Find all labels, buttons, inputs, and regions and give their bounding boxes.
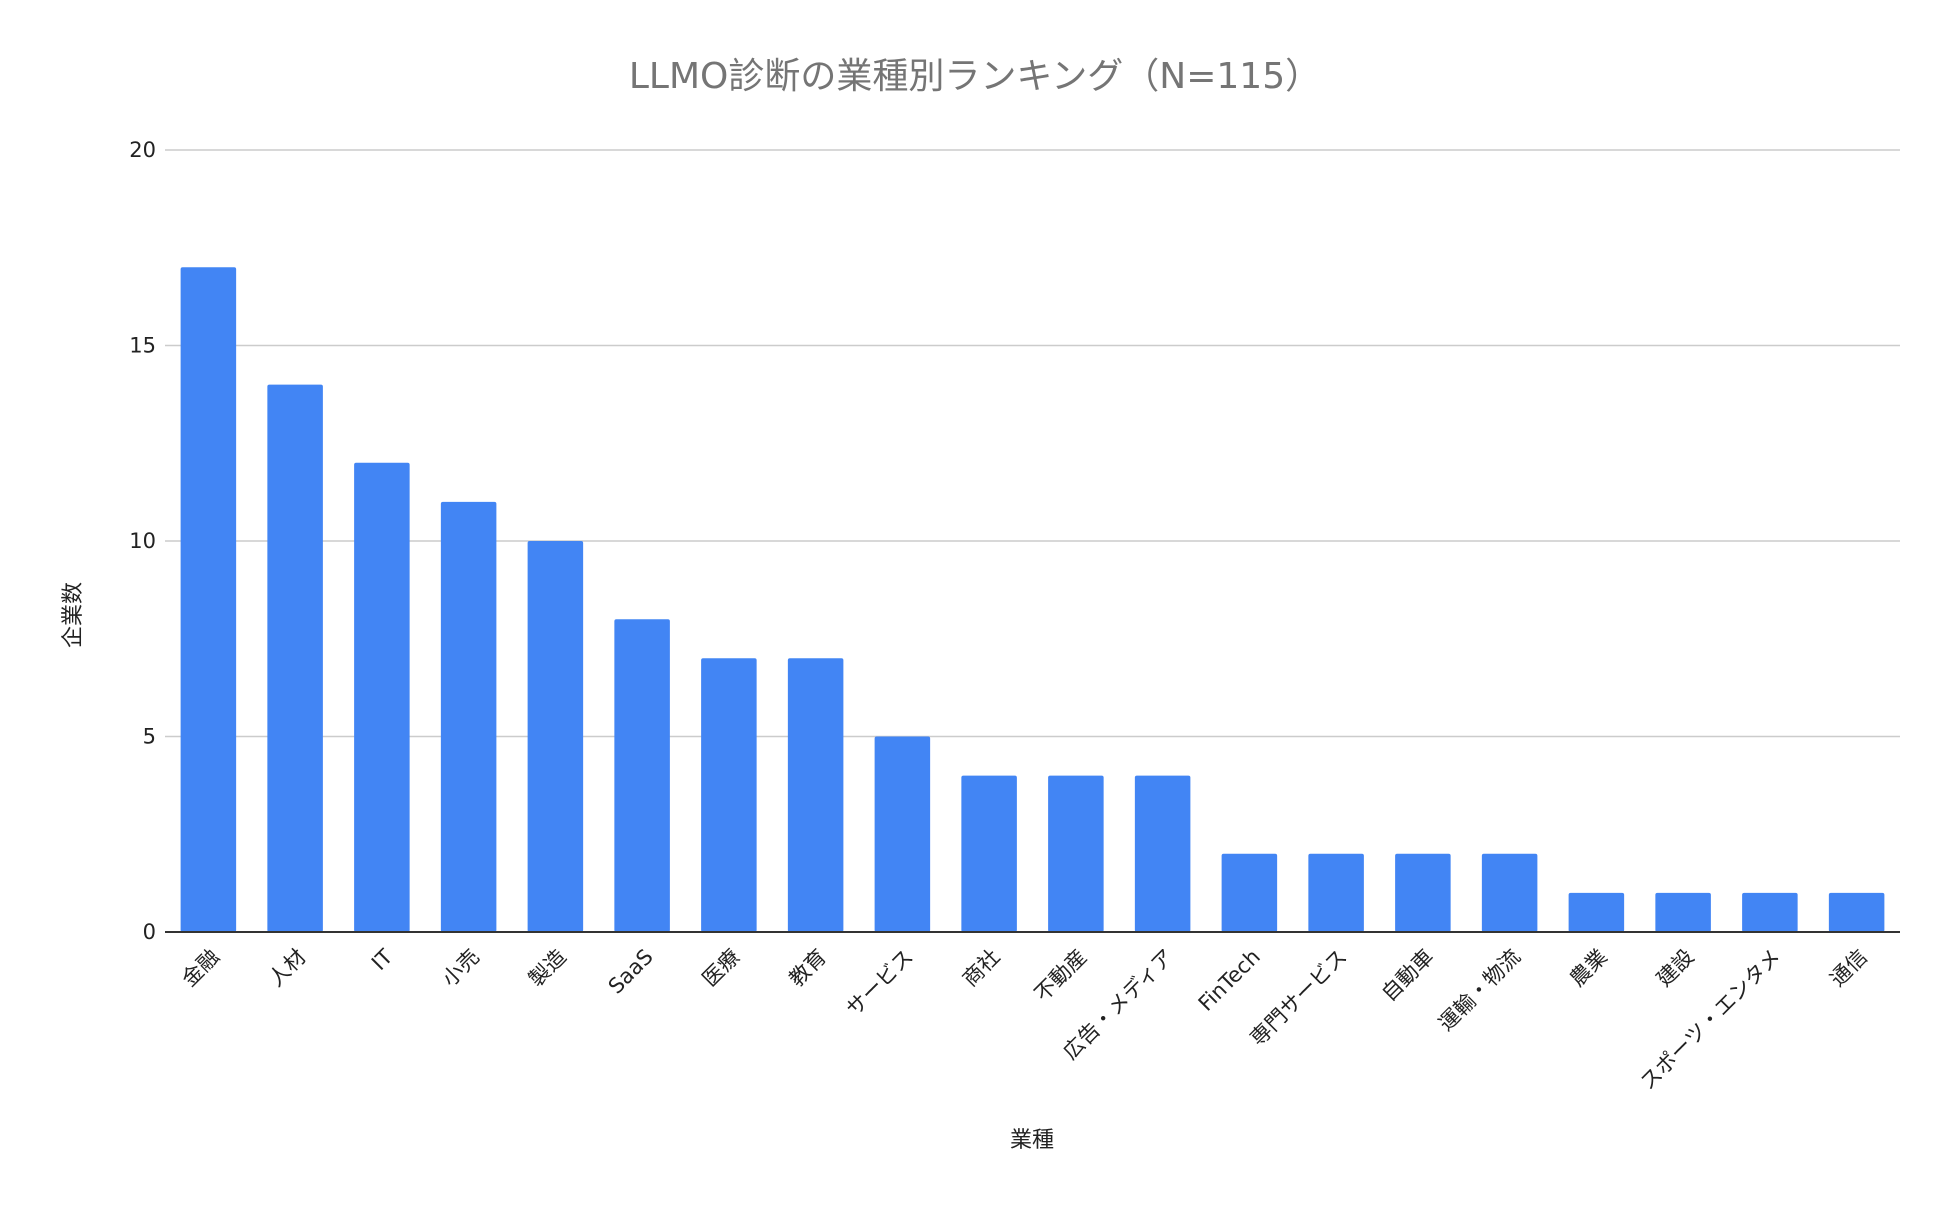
- bar: [874, 736, 931, 932]
- x-tick-label: 教育: [784, 945, 831, 992]
- x-tick-label: SaaS: [604, 945, 658, 999]
- x-tick-label: 金融: [177, 945, 224, 992]
- x-tick-label: 製造: [524, 945, 571, 992]
- chart-title: LLMO診断の業種別ランキング（N=115）: [629, 56, 1321, 97]
- y-tick-label: 10: [129, 529, 156, 553]
- x-tick-label: IT: [367, 944, 398, 975]
- x-tick-label: 不動産: [1030, 945, 1092, 1007]
- bar: [440, 501, 497, 932]
- x-tick-label: 小売: [437, 945, 484, 992]
- bar: [1655, 892, 1711, 932]
- x-tick-label: 自動車: [1377, 945, 1439, 1007]
- bar: [1221, 853, 1278, 932]
- bar: [787, 658, 844, 932]
- x-tick-label: FinTech: [1194, 945, 1265, 1016]
- bar: [1568, 892, 1625, 932]
- gridlines: [165, 149, 1900, 738]
- x-tick-label: 通信: [1825, 945, 1872, 992]
- bar: [527, 541, 584, 932]
- y-tick-label: 15: [129, 334, 156, 358]
- bars: [180, 267, 1885, 933]
- bar: [1742, 892, 1798, 932]
- x-tick-label: 商社: [958, 945, 1005, 992]
- bar: [180, 267, 237, 932]
- x-tick-label: 運輸・物流: [1434, 945, 1525, 1036]
- y-axis-title: 企業数: [61, 582, 86, 648]
- bar: [1395, 853, 1451, 932]
- bar: [1308, 853, 1364, 932]
- bar: [1828, 892, 1885, 932]
- y-tick-label: 20: [129, 138, 156, 162]
- bar: [354, 462, 410, 932]
- y-tick-label: 5: [143, 725, 156, 749]
- bar: [267, 384, 323, 933]
- x-axis-title: 業種: [1010, 1128, 1054, 1153]
- x-tick-label: サービス: [842, 945, 918, 1021]
- x-tick-label: 人材: [264, 945, 311, 992]
- y-tick-label: 0: [143, 920, 156, 944]
- y-axis-ticks: 0 5 10 15 20: [129, 138, 156, 944]
- bar: [701, 658, 757, 932]
- bar: [1048, 775, 1104, 932]
- bar: [1481, 853, 1538, 932]
- bar: [1134, 775, 1191, 932]
- bar: [961, 775, 1017, 932]
- bar: [614, 619, 670, 932]
- x-tick-label: 医療: [698, 945, 745, 992]
- x-tick-label: 建設: [1652, 945, 1699, 992]
- x-tick-label: 農業: [1565, 945, 1612, 992]
